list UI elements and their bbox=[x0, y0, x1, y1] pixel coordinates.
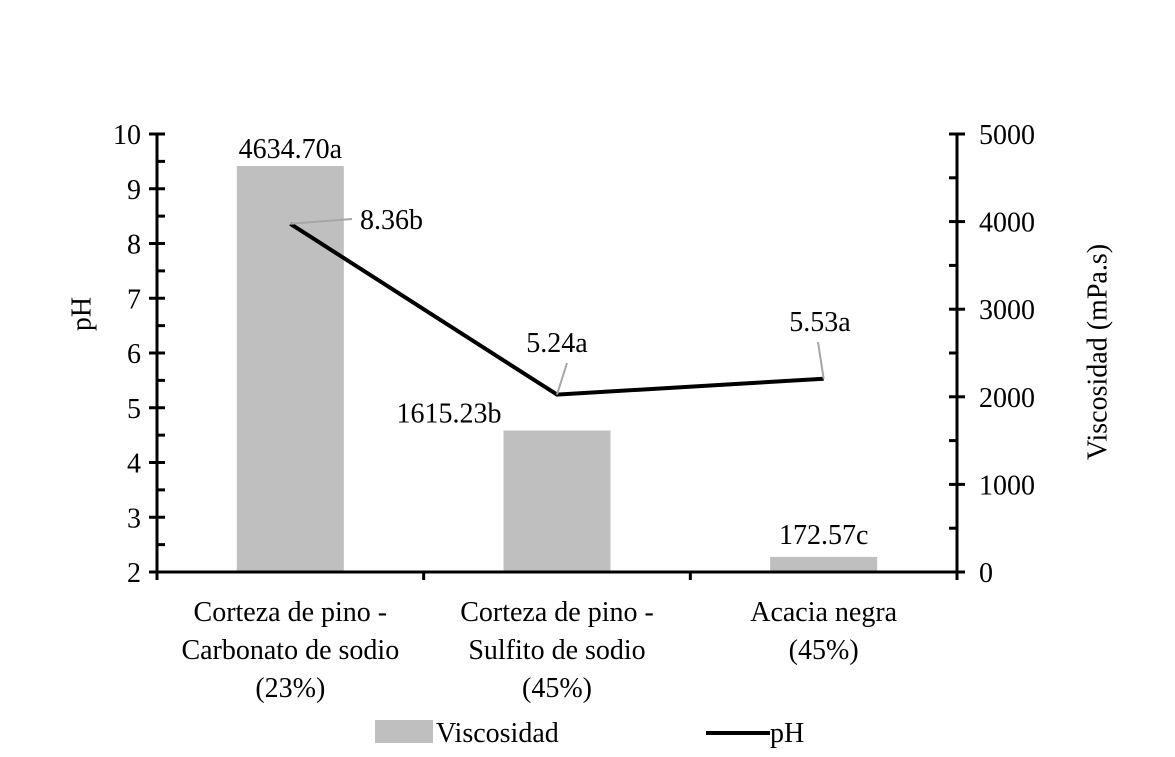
right-tick-label: 0 bbox=[979, 558, 993, 589]
bar-data-label: 1615.23b bbox=[397, 399, 502, 430]
left-axis-title: pH bbox=[66, 297, 97, 331]
category-label: Acacia negra bbox=[750, 597, 897, 628]
data-labels: 4634.70a 1615.23b 172.57c 8.36b 5.24a 5.53a bbox=[239, 134, 869, 551]
line-ph bbox=[289, 222, 824, 397]
left-tick-label: 8 bbox=[127, 230, 141, 261]
category-label: Corteza de pino - bbox=[460, 597, 654, 628]
right-axis-title: Viscosidad (mPa.s) bbox=[1082, 244, 1113, 460]
category-labels: Corteza de pino - Carbonato de sodio (23%)… bbox=[181, 597, 897, 704]
left-tick-label: 6 bbox=[127, 339, 141, 370]
bar-viscosidad bbox=[236, 166, 344, 572]
left-tick-label: 9 bbox=[127, 175, 141, 206]
right-tick-label: 4000 bbox=[979, 208, 1035, 239]
bar-viscosidad bbox=[770, 556, 878, 572]
ph-leader-line bbox=[290, 218, 353, 225]
category-label: Carbonato de sodio bbox=[181, 635, 399, 666]
right-tick-label: 1000 bbox=[979, 470, 1035, 501]
category-label: (23%) bbox=[255, 673, 325, 704]
ph-line-series bbox=[289, 222, 824, 397]
ph-data-label: 5.53a bbox=[789, 307, 851, 338]
ph-data-label: 8.36b bbox=[360, 205, 423, 236]
category-label: (45%) bbox=[522, 673, 592, 704]
ph-leader-line bbox=[817, 341, 825, 379]
category-label: (45%) bbox=[789, 635, 859, 666]
bar-data-label: 4634.70a bbox=[239, 134, 343, 165]
left-tick-label: 5 bbox=[127, 394, 141, 425]
bar-viscosidad bbox=[503, 430, 611, 572]
category-label: Corteza de pino - bbox=[194, 597, 388, 628]
right-tick-label: 5000 bbox=[979, 120, 1035, 151]
legend-label-viscosidad: Viscosidad bbox=[436, 718, 559, 749]
right-tick-label: 3000 bbox=[979, 295, 1035, 326]
axes: 2 3 4 5 6 7 8 9 10 0 1000 2000 3000 4000 5000 bbox=[113, 120, 1035, 589]
legend-swatch-viscosidad bbox=[375, 720, 433, 743]
left-tick-label: 7 bbox=[127, 284, 141, 315]
left-tick-label: 2 bbox=[127, 558, 141, 589]
category-label: Sulfito de sodio bbox=[468, 635, 645, 666]
ph-data-label: 5.24a bbox=[526, 328, 588, 359]
bar-data-label: 172.57c bbox=[779, 520, 868, 551]
ph-leader-line bbox=[556, 362, 568, 395]
right-tick-label: 2000 bbox=[979, 383, 1035, 414]
left-tick-label: 4 bbox=[127, 449, 141, 480]
legend-label-ph: pH bbox=[770, 718, 804, 749]
viscosity-bars bbox=[236, 166, 878, 572]
left-tick-label: 3 bbox=[127, 503, 141, 534]
left-tick-label: 10 bbox=[113, 120, 141, 151]
legend: Viscosidad pH bbox=[375, 718, 804, 749]
